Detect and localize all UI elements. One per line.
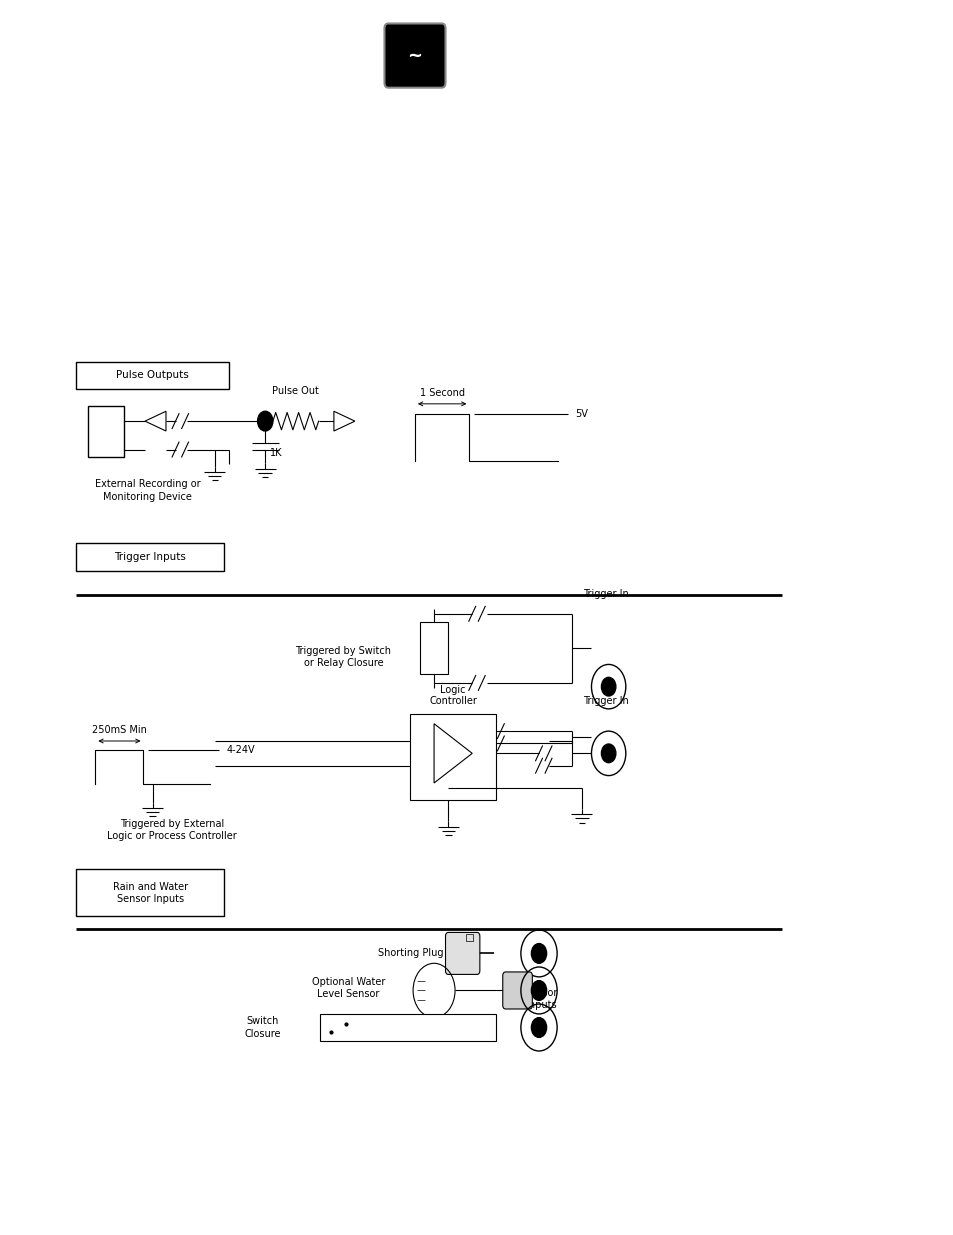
Polygon shape (145, 411, 166, 431)
Circle shape (531, 981, 546, 1000)
Bar (319, 1014, 496, 1041)
Bar (76, 543, 224, 571)
Text: External Recording or
Monitoring Device: External Recording or Monitoring Device (95, 479, 200, 501)
FancyBboxPatch shape (445, 932, 479, 974)
Text: Pulse Out: Pulse Out (272, 387, 319, 396)
Text: 1K: 1K (270, 448, 282, 458)
Text: Sensor
Inputs: Sensor Inputs (524, 988, 557, 1009)
Text: Logic
Controller: Logic Controller (429, 685, 476, 706)
Text: Trigger In: Trigger In (582, 697, 628, 706)
Circle shape (600, 743, 616, 763)
Text: Optional Water
Level Sensor: Optional Water Level Sensor (312, 977, 384, 999)
Text: Triggered by External
Logic or Process Controller: Triggered by External Logic or Process C… (107, 819, 236, 841)
Circle shape (600, 677, 616, 697)
Bar (76, 362, 229, 389)
Circle shape (531, 1018, 546, 1037)
Text: Rain and Water
Sensor Inputs: Rain and Water Sensor Inputs (112, 882, 188, 904)
Bar (465, 934, 472, 941)
Text: ~: ~ (407, 47, 422, 64)
Polygon shape (434, 724, 472, 783)
Text: Switch
Closure: Switch Closure (244, 1016, 280, 1039)
Text: Trigger In: Trigger In (582, 589, 628, 599)
Polygon shape (334, 411, 355, 431)
Text: 5V: 5V (575, 409, 587, 419)
FancyBboxPatch shape (502, 972, 532, 1009)
Text: 4-24V: 4-24V (227, 745, 255, 755)
Bar (76, 869, 224, 916)
Text: 1 Second: 1 Second (419, 388, 464, 398)
Text: 250mS Min: 250mS Min (91, 725, 147, 735)
Circle shape (531, 944, 546, 963)
Bar (419, 622, 448, 674)
Circle shape (257, 411, 273, 431)
Bar (410, 714, 496, 800)
FancyBboxPatch shape (384, 23, 445, 88)
Text: Shorting Plug: Shorting Plug (377, 948, 443, 958)
Text: Triggered by Switch
or Relay Closure: Triggered by Switch or Relay Closure (295, 646, 391, 668)
Text: Pulse Outputs: Pulse Outputs (116, 370, 189, 380)
Text: Trigger Inputs: Trigger Inputs (114, 552, 186, 562)
Bar (88, 406, 124, 457)
